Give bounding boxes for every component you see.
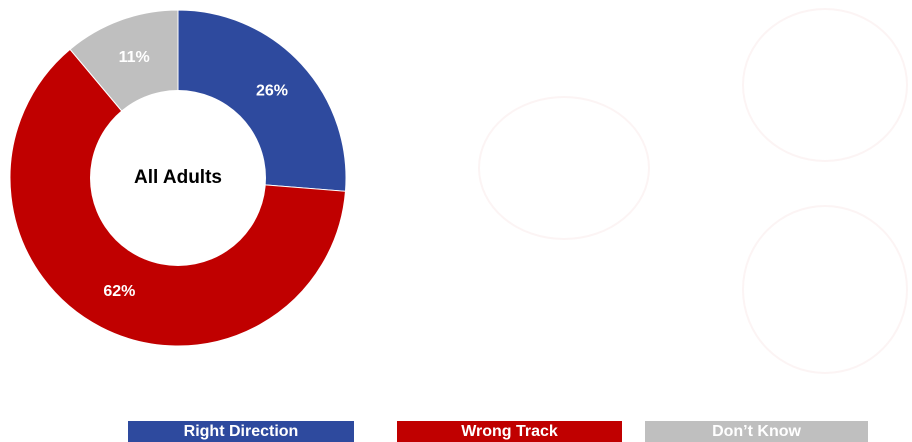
faint-background-circle: [742, 205, 908, 374]
donut-hole: [90, 90, 266, 266]
slice-label-wrong-track: 62%: [103, 283, 135, 300]
legend-dont-know: Don’t Know: [645, 421, 868, 442]
slice-label-right-direction: 26%: [256, 82, 288, 99]
legend-right-direction: Right Direction: [128, 421, 354, 442]
legend-wrong-track: Wrong Track: [397, 421, 622, 442]
faint-background-circle: [478, 96, 650, 240]
slice-labels: 26% 62% 11%: [103, 49, 288, 300]
faint-background-circle: [742, 8, 908, 162]
chart-center-title: All Adults: [134, 167, 222, 188]
slice-label-dont-know: 11%: [119, 49, 150, 66]
